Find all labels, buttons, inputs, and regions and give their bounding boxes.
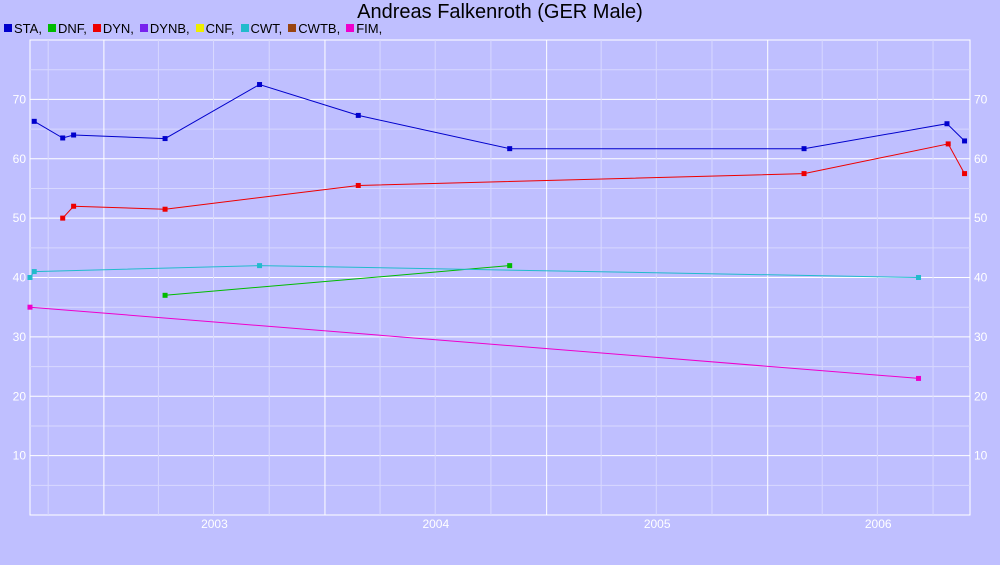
legend-label: DNF, xyxy=(57,20,87,36)
legend-swatch xyxy=(4,24,12,32)
y-tick-label: 60 xyxy=(13,152,27,166)
y-tick-label-right: 60 xyxy=(974,152,988,166)
y-tick-label-right: 30 xyxy=(974,330,988,344)
data-point-sta xyxy=(944,121,950,127)
legend: STA, DNF, DYN, DYNB, CNF, CWT, CWTB, FIM, xyxy=(4,20,388,36)
chart-title: Andreas Falkenroth (GER Male) xyxy=(357,1,643,23)
data-point-dyn xyxy=(355,182,361,188)
legend-item: DYNB, xyxy=(139,20,190,36)
legend-swatch xyxy=(240,24,249,32)
data-point-sta xyxy=(801,146,807,152)
data-point-dnf xyxy=(507,263,513,269)
x-tick-label: 2003 xyxy=(201,517,228,531)
data-point-cwt xyxy=(257,263,263,269)
data-point-sta xyxy=(962,138,968,144)
legend-swatch xyxy=(346,24,355,32)
data-point-cwt xyxy=(27,275,33,280)
legend-item: CWTB, xyxy=(288,21,340,36)
series-line-dyn xyxy=(62,143,965,219)
data-point-sta xyxy=(257,82,263,88)
series-line-fim xyxy=(29,306,919,379)
legend-label: CWTB, xyxy=(298,20,341,36)
x-tick-label: 2005 xyxy=(644,517,671,531)
y-tick-label: 40 xyxy=(13,271,27,285)
data-point-sta xyxy=(162,136,168,142)
legend-label: DYNB, xyxy=(149,20,190,36)
data-point-dyn xyxy=(945,141,951,147)
y-tick-label: 70 xyxy=(13,92,27,106)
y-tick-label-right: 10 xyxy=(974,449,988,463)
data-point-dyn xyxy=(801,171,807,177)
y-tick-label-right: 70 xyxy=(974,92,988,106)
data-point-sta xyxy=(31,118,37,124)
data-point-sta xyxy=(71,132,77,138)
data-point-sta xyxy=(60,135,66,141)
legend-swatch xyxy=(288,24,297,32)
legend-label: FIM, xyxy=(356,20,383,36)
legend-item: CWT, xyxy=(240,20,283,36)
legend-item: CNF, xyxy=(195,20,235,36)
data-point-dyn xyxy=(60,215,66,221)
data-point-fim xyxy=(27,304,33,310)
x-tick-label: 2006 xyxy=(865,517,892,531)
data-point-cwt xyxy=(31,269,37,275)
data-point-dyn xyxy=(162,206,168,212)
data-point-dnf xyxy=(162,292,168,298)
x-tick-label: 2004 xyxy=(422,517,449,531)
legend-item: FIM, xyxy=(346,21,382,36)
legend-swatch xyxy=(47,24,56,32)
legend-label: CWT, xyxy=(250,20,283,36)
series-line-sta xyxy=(33,83,965,150)
legend-swatch xyxy=(195,24,204,32)
y-tick-label: 50 xyxy=(13,211,27,225)
data-point-sta xyxy=(355,112,361,118)
y-tick-label: 30 xyxy=(13,330,27,344)
y-tick-label-right: 50 xyxy=(974,211,988,225)
data-point-sta xyxy=(507,146,513,152)
data-point-dyn xyxy=(962,171,968,177)
legend-item: DYN, xyxy=(92,20,134,36)
legend-swatch xyxy=(139,24,148,32)
legend-swatch xyxy=(92,24,101,32)
data-point-cwt xyxy=(916,275,922,280)
series-line-cwt xyxy=(29,265,919,278)
legend-item: STA, xyxy=(4,21,42,36)
legend-item: DNF, xyxy=(47,20,87,36)
y-tick-label-right: 40 xyxy=(974,271,988,285)
series-line-dnf xyxy=(165,265,510,296)
legend-label: STA, xyxy=(14,20,42,36)
y-tick-label-right: 20 xyxy=(974,389,988,403)
legend-label: CNF, xyxy=(205,20,235,36)
legend-label: DYN, xyxy=(102,20,134,36)
y-tick-label: 20 xyxy=(13,389,27,403)
data-point-dyn xyxy=(71,203,77,209)
y-tick-label: 10 xyxy=(13,449,27,463)
data-point-fim xyxy=(916,375,922,381)
